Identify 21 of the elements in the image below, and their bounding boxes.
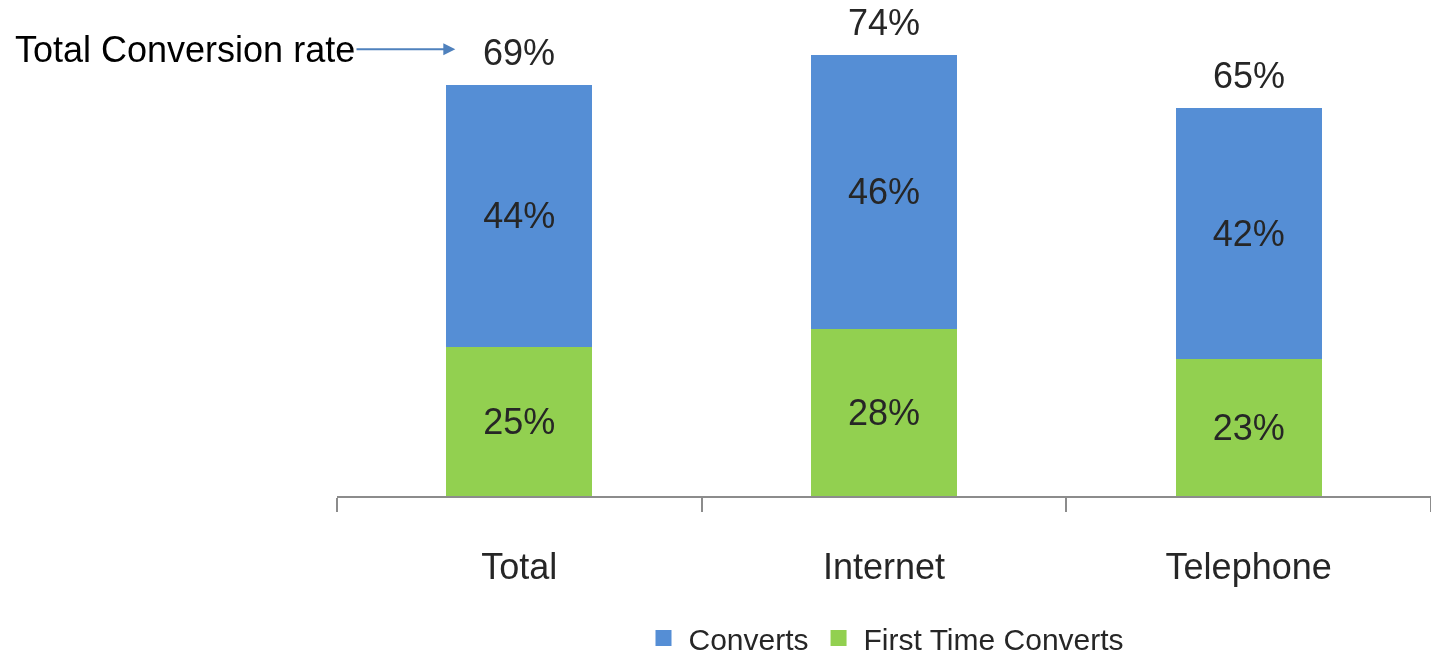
data-label: 46% xyxy=(847,171,921,213)
total-label: 65% xyxy=(1213,55,1286,96)
bar xyxy=(811,54,957,330)
data-label: 23% xyxy=(1212,406,1285,448)
data-label: 44% xyxy=(483,195,556,237)
legend-label: Converts xyxy=(688,622,809,656)
data-label: 28% xyxy=(847,392,921,434)
bar xyxy=(446,346,593,496)
legend-label: First Time Converts xyxy=(863,622,1124,656)
total-label: 74% xyxy=(848,2,921,43)
bar xyxy=(1175,358,1322,496)
bar xyxy=(811,329,957,496)
x-tick-label: Telephone xyxy=(1165,546,1332,588)
x-tick-label: Internet xyxy=(822,546,946,588)
total-label: 69% xyxy=(483,32,556,73)
data-label: 25% xyxy=(483,400,556,442)
bar xyxy=(1175,108,1322,359)
data-label: 42% xyxy=(1212,213,1285,255)
annotation: Total Conversion rate xyxy=(15,29,356,70)
bar xyxy=(446,84,593,347)
x-tick-label: Total xyxy=(481,546,558,588)
